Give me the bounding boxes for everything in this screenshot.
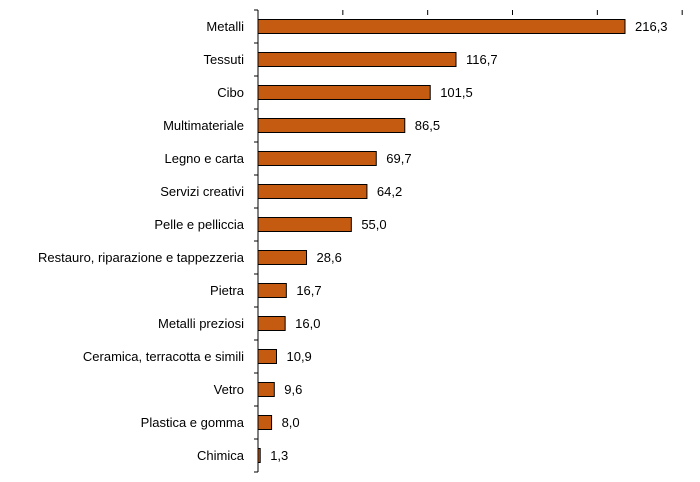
value-label-6: 55,0 xyxy=(361,217,386,232)
category-label-6: Pelle e pelliccia xyxy=(154,217,244,232)
category-label-8: Pietra xyxy=(210,283,245,298)
value-label-8: 16,7 xyxy=(296,283,321,298)
value-label-5: 64,2 xyxy=(377,184,402,199)
category-label-10: Ceramica, terracotta e simili xyxy=(83,349,244,364)
value-label-1: 116,7 xyxy=(466,52,498,67)
bar-11 xyxy=(257,382,275,397)
bar-9 xyxy=(257,316,286,331)
bar-2 xyxy=(257,85,431,100)
category-label-9: Metalli preziosi xyxy=(158,316,244,331)
category-label-3: Multimateriale xyxy=(163,118,244,133)
bar-10 xyxy=(257,349,277,364)
category-label-13: Chimica xyxy=(197,448,245,463)
value-label-4: 69,7 xyxy=(386,151,411,166)
value-label-0: 216,3 xyxy=(635,19,668,34)
value-label-13: 1,3 xyxy=(270,448,288,463)
bar-8 xyxy=(257,283,287,298)
value-label-2: 101,5 xyxy=(440,85,473,100)
category-label-1: Tessuti xyxy=(204,52,245,67)
category-label-5: Servizi creativi xyxy=(160,184,244,199)
category-label-2: Cibo xyxy=(217,85,244,100)
category-label-7: Restauro, riparazione e tappezzeria xyxy=(38,250,245,265)
value-label-10: 10,9 xyxy=(286,349,311,364)
bar-3 xyxy=(257,118,406,133)
value-label-11: 9,6 xyxy=(284,382,302,397)
value-label-12: 8,0 xyxy=(282,415,300,430)
bar-5 xyxy=(257,184,368,199)
category-label-11: Vetro xyxy=(214,382,244,397)
category-label-4: Legno e carta xyxy=(164,151,244,166)
bar-0 xyxy=(257,19,626,34)
bar-12 xyxy=(257,415,273,430)
bar-4 xyxy=(257,151,377,166)
category-label-0: Metalli xyxy=(206,19,244,34)
value-label-3: 86,5 xyxy=(415,118,440,133)
value-label-7: 28,6 xyxy=(317,250,342,265)
category-label-12: Plastica e gomma xyxy=(141,415,245,430)
bar-7 xyxy=(257,250,308,265)
bar-6 xyxy=(257,217,352,232)
bar-1 xyxy=(257,52,457,67)
value-label-9: 16,0 xyxy=(295,316,320,331)
